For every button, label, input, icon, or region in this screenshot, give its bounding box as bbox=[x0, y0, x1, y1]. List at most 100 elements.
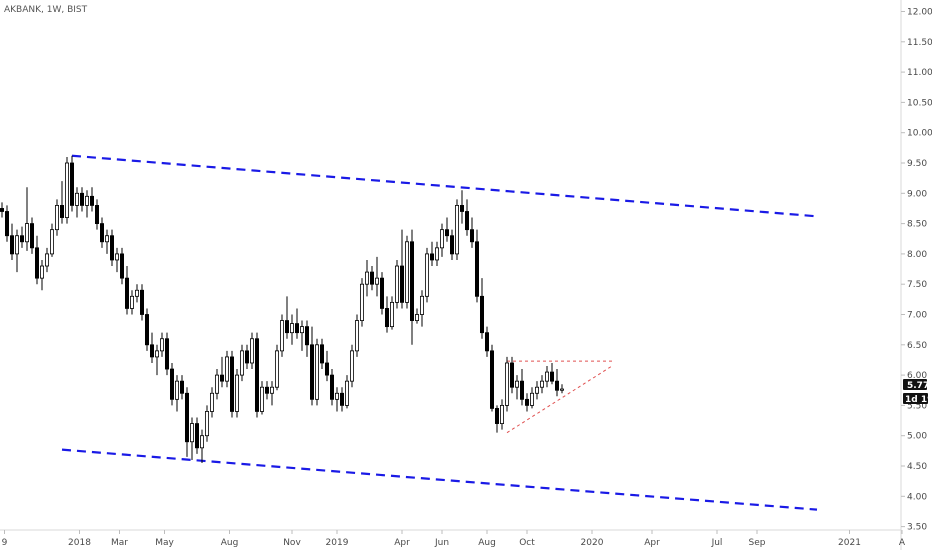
y-tick-label: 11.50 bbox=[907, 38, 932, 48]
candle bbox=[560, 384, 565, 394]
candle-body-up bbox=[159, 338, 164, 352]
x-tick-label: 2019 bbox=[326, 538, 349, 548]
candle bbox=[214, 369, 219, 400]
candle-body-up bbox=[349, 350, 354, 382]
candle bbox=[329, 369, 334, 406]
candle-body-down bbox=[324, 362, 329, 376]
candle-body-down bbox=[19, 235, 24, 243]
candle-body-down bbox=[379, 277, 384, 309]
candle-body-down bbox=[409, 241, 414, 321]
candle bbox=[419, 290, 424, 327]
candle bbox=[139, 284, 144, 321]
candle-body-down bbox=[139, 289, 144, 315]
candle bbox=[239, 344, 244, 382]
candle bbox=[484, 326, 489, 357]
candle-body-up bbox=[55, 205, 60, 231]
y-tick-label: 4.50 bbox=[907, 462, 927, 472]
y-tick-label: 5.00 bbox=[907, 432, 927, 442]
candle bbox=[319, 338, 324, 370]
candle-body-down bbox=[169, 368, 174, 400]
candle bbox=[154, 344, 159, 376]
candle-body-down bbox=[35, 247, 40, 279]
candle bbox=[545, 366, 550, 388]
candle bbox=[65, 156, 70, 224]
candle bbox=[105, 229, 110, 254]
candle-body-down bbox=[319, 344, 324, 364]
y-tick-label: 5.50 bbox=[907, 401, 927, 411]
y-tick-label: 7.00 bbox=[907, 311, 927, 321]
countdown-badge: 1d 19h bbox=[903, 393, 932, 405]
candle-body-down bbox=[95, 205, 100, 224]
candle bbox=[530, 387, 535, 409]
candle-body-up bbox=[129, 295, 134, 309]
candle bbox=[19, 226, 24, 248]
candle-body-down bbox=[399, 265, 404, 303]
y-axis: 12.00 11.50 11.00 10.50 10.00 9.50 9.00 8.50 8.0… bbox=[901, 8, 932, 533]
candle bbox=[40, 259, 45, 291]
candle bbox=[179, 375, 184, 400]
y-tick-label: 4.00 bbox=[907, 492, 927, 502]
candle bbox=[169, 362, 174, 406]
candle bbox=[110, 229, 115, 267]
candle bbox=[249, 332, 254, 370]
candle bbox=[499, 399, 504, 430]
candle bbox=[359, 278, 364, 327]
x-tick-label: May bbox=[155, 538, 174, 548]
candle bbox=[459, 190, 464, 224]
y-tick-label: 9.50 bbox=[907, 159, 927, 169]
candle bbox=[344, 375, 349, 409]
candle-body-up bbox=[344, 380, 349, 406]
candle-body-up bbox=[199, 435, 204, 449]
candle bbox=[535, 381, 540, 400]
candle-body-up bbox=[269, 386, 274, 394]
y-tick-label: 9.00 bbox=[907, 189, 927, 199]
x-tick-label: 9 bbox=[2, 538, 8, 548]
candle bbox=[299, 320, 304, 351]
candle bbox=[525, 393, 530, 412]
candle bbox=[464, 199, 469, 236]
candle-body-down bbox=[329, 374, 334, 400]
candle-body-down bbox=[144, 314, 149, 346]
candle bbox=[55, 199, 60, 236]
candle bbox=[294, 308, 299, 339]
candle bbox=[60, 181, 65, 224]
candle-body-up bbox=[259, 386, 264, 412]
candle-body-down bbox=[444, 229, 449, 237]
candle-body-up bbox=[540, 380, 545, 388]
candle bbox=[494, 405, 499, 433]
candle-body-down bbox=[494, 408, 499, 424]
candle bbox=[354, 314, 359, 357]
candle-body-down bbox=[29, 223, 34, 249]
x-tick-label: A bbox=[899, 538, 906, 548]
triangle-bottom-line[interactable] bbox=[506, 365, 613, 434]
candle bbox=[234, 369, 239, 418]
candle bbox=[125, 266, 130, 315]
candle bbox=[244, 344, 249, 370]
candle bbox=[184, 387, 189, 457]
candle-body-up bbox=[354, 320, 359, 352]
candle-body-up bbox=[545, 371, 550, 382]
candle bbox=[24, 187, 29, 251]
candle-body-down bbox=[9, 235, 14, 255]
channel-lower-line[interactable] bbox=[61, 448, 818, 511]
candle bbox=[515, 375, 520, 400]
candle bbox=[364, 259, 369, 297]
candle-body-up bbox=[105, 235, 110, 243]
candle-body-up bbox=[65, 162, 70, 218]
candle-body-down bbox=[120, 253, 125, 279]
candle bbox=[509, 356, 514, 394]
channel-upper-line[interactable] bbox=[71, 154, 818, 218]
candle bbox=[279, 314, 284, 357]
x-tick-label: Aug bbox=[221, 538, 239, 548]
y-tick-label: 7.50 bbox=[907, 280, 927, 290]
candle-body-up bbox=[14, 235, 19, 255]
candle-body-up bbox=[249, 338, 254, 364]
candle-body-down bbox=[369, 271, 374, 285]
candle bbox=[204, 405, 209, 442]
candle-body-up bbox=[40, 265, 45, 279]
candle-body-down bbox=[555, 380, 560, 391]
x-tick-label: Nov bbox=[283, 538, 301, 548]
candle-body-up bbox=[454, 205, 459, 255]
candle-body-up bbox=[75, 192, 80, 206]
